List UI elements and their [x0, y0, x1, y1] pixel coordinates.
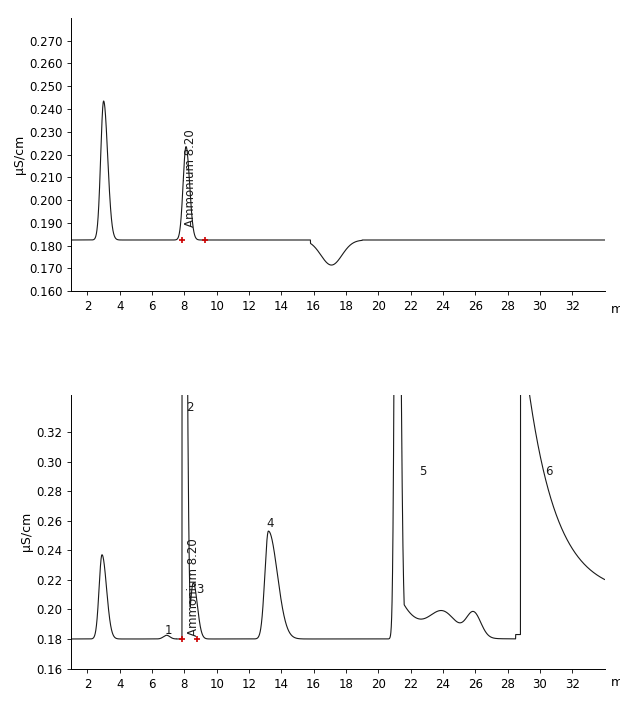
Text: min: min — [611, 302, 620, 315]
Text: Ammonium 8.20: Ammonium 8.20 — [187, 538, 200, 636]
Text: Ammonium 8.20: Ammonium 8.20 — [184, 129, 197, 227]
Text: 5: 5 — [418, 465, 426, 478]
Text: 6: 6 — [545, 465, 552, 478]
Text: 3: 3 — [197, 583, 204, 596]
Y-axis label: μS/cm: μS/cm — [20, 512, 33, 551]
Y-axis label: μS/cm: μS/cm — [13, 135, 26, 174]
Text: 4: 4 — [266, 517, 273, 530]
Text: 2: 2 — [186, 401, 193, 415]
Text: min: min — [611, 676, 620, 689]
Text: 1: 1 — [165, 623, 172, 637]
